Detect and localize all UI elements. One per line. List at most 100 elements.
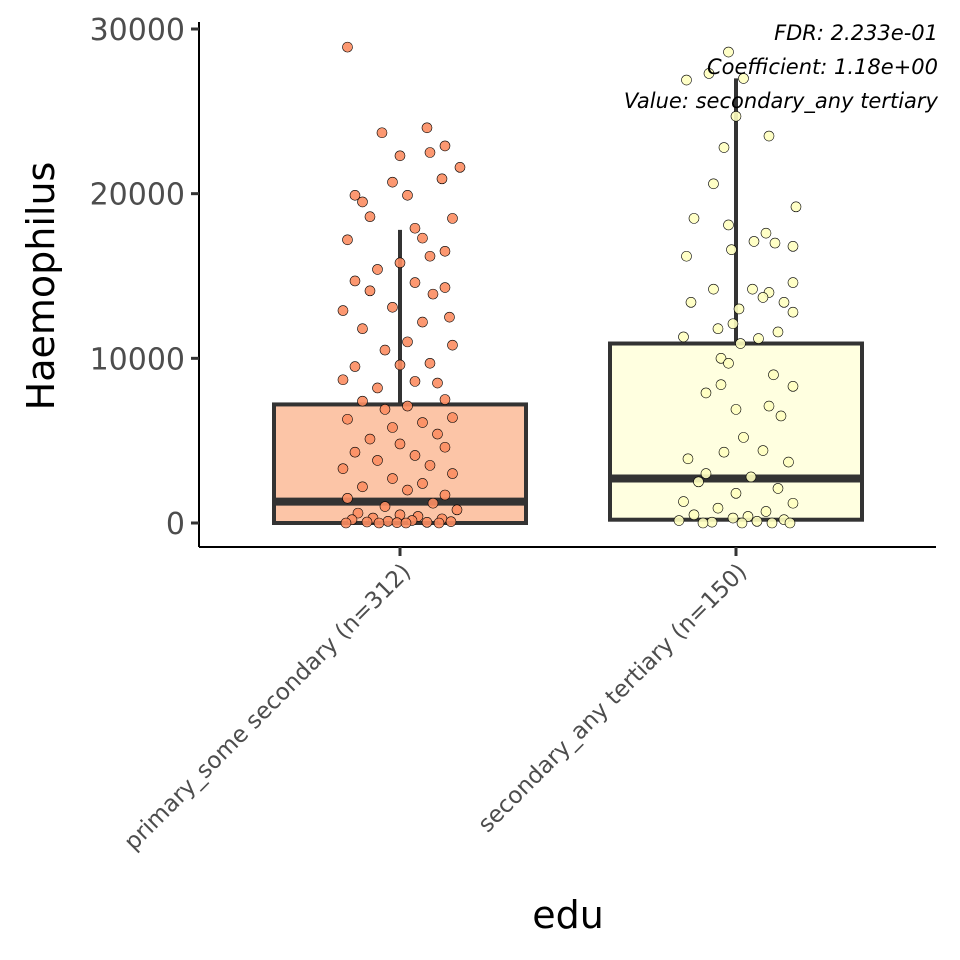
data-point (760, 506, 772, 517)
data-point (387, 176, 398, 188)
data-point (718, 142, 730, 153)
data-point (402, 484, 413, 496)
annotation-text: Value: secondary_any tertiary (624, 89, 939, 114)
data-point (372, 264, 383, 275)
data-point (379, 404, 391, 415)
data-point (700, 468, 712, 479)
data-point (424, 460, 436, 471)
data-point (447, 412, 458, 423)
data-point (337, 305, 349, 316)
data-point (787, 306, 799, 318)
data-point (723, 46, 734, 58)
data-point (394, 438, 406, 450)
data-point (439, 282, 451, 293)
data-point (688, 509, 700, 521)
data-point (747, 283, 758, 295)
data-point (379, 501, 391, 512)
x-axis: primary_some secondary (n=312) secondary_… (120, 546, 936, 856)
data-point (727, 512, 739, 524)
data-point (337, 374, 349, 386)
data-point (387, 422, 398, 433)
annotations: FDR: 2.233e-01 Coefficient: 1.18e+00 Value… (624, 21, 939, 114)
annotation-text: FDR: 2.233e-01 (774, 21, 938, 45)
data-point (451, 504, 463, 516)
data-point (673, 515, 685, 526)
data-point (772, 483, 784, 494)
data-point (376, 127, 388, 139)
data-point (753, 333, 764, 344)
data-point (736, 517, 748, 529)
data-point (409, 277, 421, 288)
data-point (769, 237, 781, 249)
data-point (400, 517, 412, 529)
y-axis-title: Haemophilus (19, 162, 63, 411)
data-point (733, 303, 745, 315)
data-point (778, 297, 790, 308)
data-point (349, 361, 361, 372)
data-point (787, 241, 799, 252)
data-point (436, 173, 448, 185)
data-point (361, 516, 373, 528)
data-point (394, 257, 406, 269)
data-point (342, 413, 353, 425)
data-point (439, 489, 451, 501)
data-point (387, 301, 398, 313)
data-point (757, 292, 769, 303)
data-point (357, 323, 368, 334)
data-point (447, 339, 458, 351)
plot-marks (272, 41, 864, 529)
x-tick-label: primary_some secondary (n=312) (120, 559, 417, 856)
data-point (402, 190, 413, 201)
data-point (730, 404, 742, 415)
data-point (763, 130, 775, 142)
data-point (784, 517, 796, 529)
data-point (421, 122, 433, 134)
data-point (409, 450, 421, 461)
data-point (372, 455, 383, 466)
data-point (697, 517, 709, 529)
data-point (703, 68, 715, 79)
y-tick-label: 0 (166, 507, 185, 542)
data-point (681, 250, 692, 262)
data-point (454, 162, 466, 173)
data-point (439, 394, 451, 405)
data-point (787, 381, 799, 392)
data-point (445, 516, 457, 527)
annotation-text: Coefficient: 1.18e+00 (707, 55, 938, 79)
data-point (439, 441, 451, 453)
data-point (337, 463, 349, 474)
data-point (417, 478, 428, 489)
data-point (340, 517, 352, 529)
x-tick-label: secondary_any tertiary (n=150) (473, 559, 752, 838)
data-point (751, 516, 763, 527)
data-point (706, 516, 718, 528)
data-point (402, 400, 413, 412)
data-point (424, 147, 436, 158)
data-point (409, 222, 421, 234)
data-point (439, 246, 451, 257)
data-point (432, 428, 443, 440)
data-point (349, 446, 361, 458)
data-point (342, 492, 353, 504)
data-point (387, 473, 398, 484)
data-point (685, 297, 697, 308)
data-point (394, 150, 406, 162)
x-axis-title: edu (532, 893, 604, 937)
data-point (708, 178, 719, 190)
data-point (382, 516, 394, 527)
data-point (394, 359, 406, 371)
data-point (775, 410, 787, 422)
data-point (364, 285, 376, 297)
data-point (688, 213, 700, 224)
data-point (783, 456, 794, 468)
data-point (427, 497, 439, 509)
data-point (349, 190, 361, 201)
data-point (427, 288, 439, 300)
data-point (421, 517, 433, 528)
data-point (409, 376, 421, 387)
data-point (738, 73, 749, 84)
data-point (349, 275, 361, 287)
data-point (681, 74, 692, 86)
data-point (757, 445, 769, 456)
data-point (682, 453, 694, 465)
